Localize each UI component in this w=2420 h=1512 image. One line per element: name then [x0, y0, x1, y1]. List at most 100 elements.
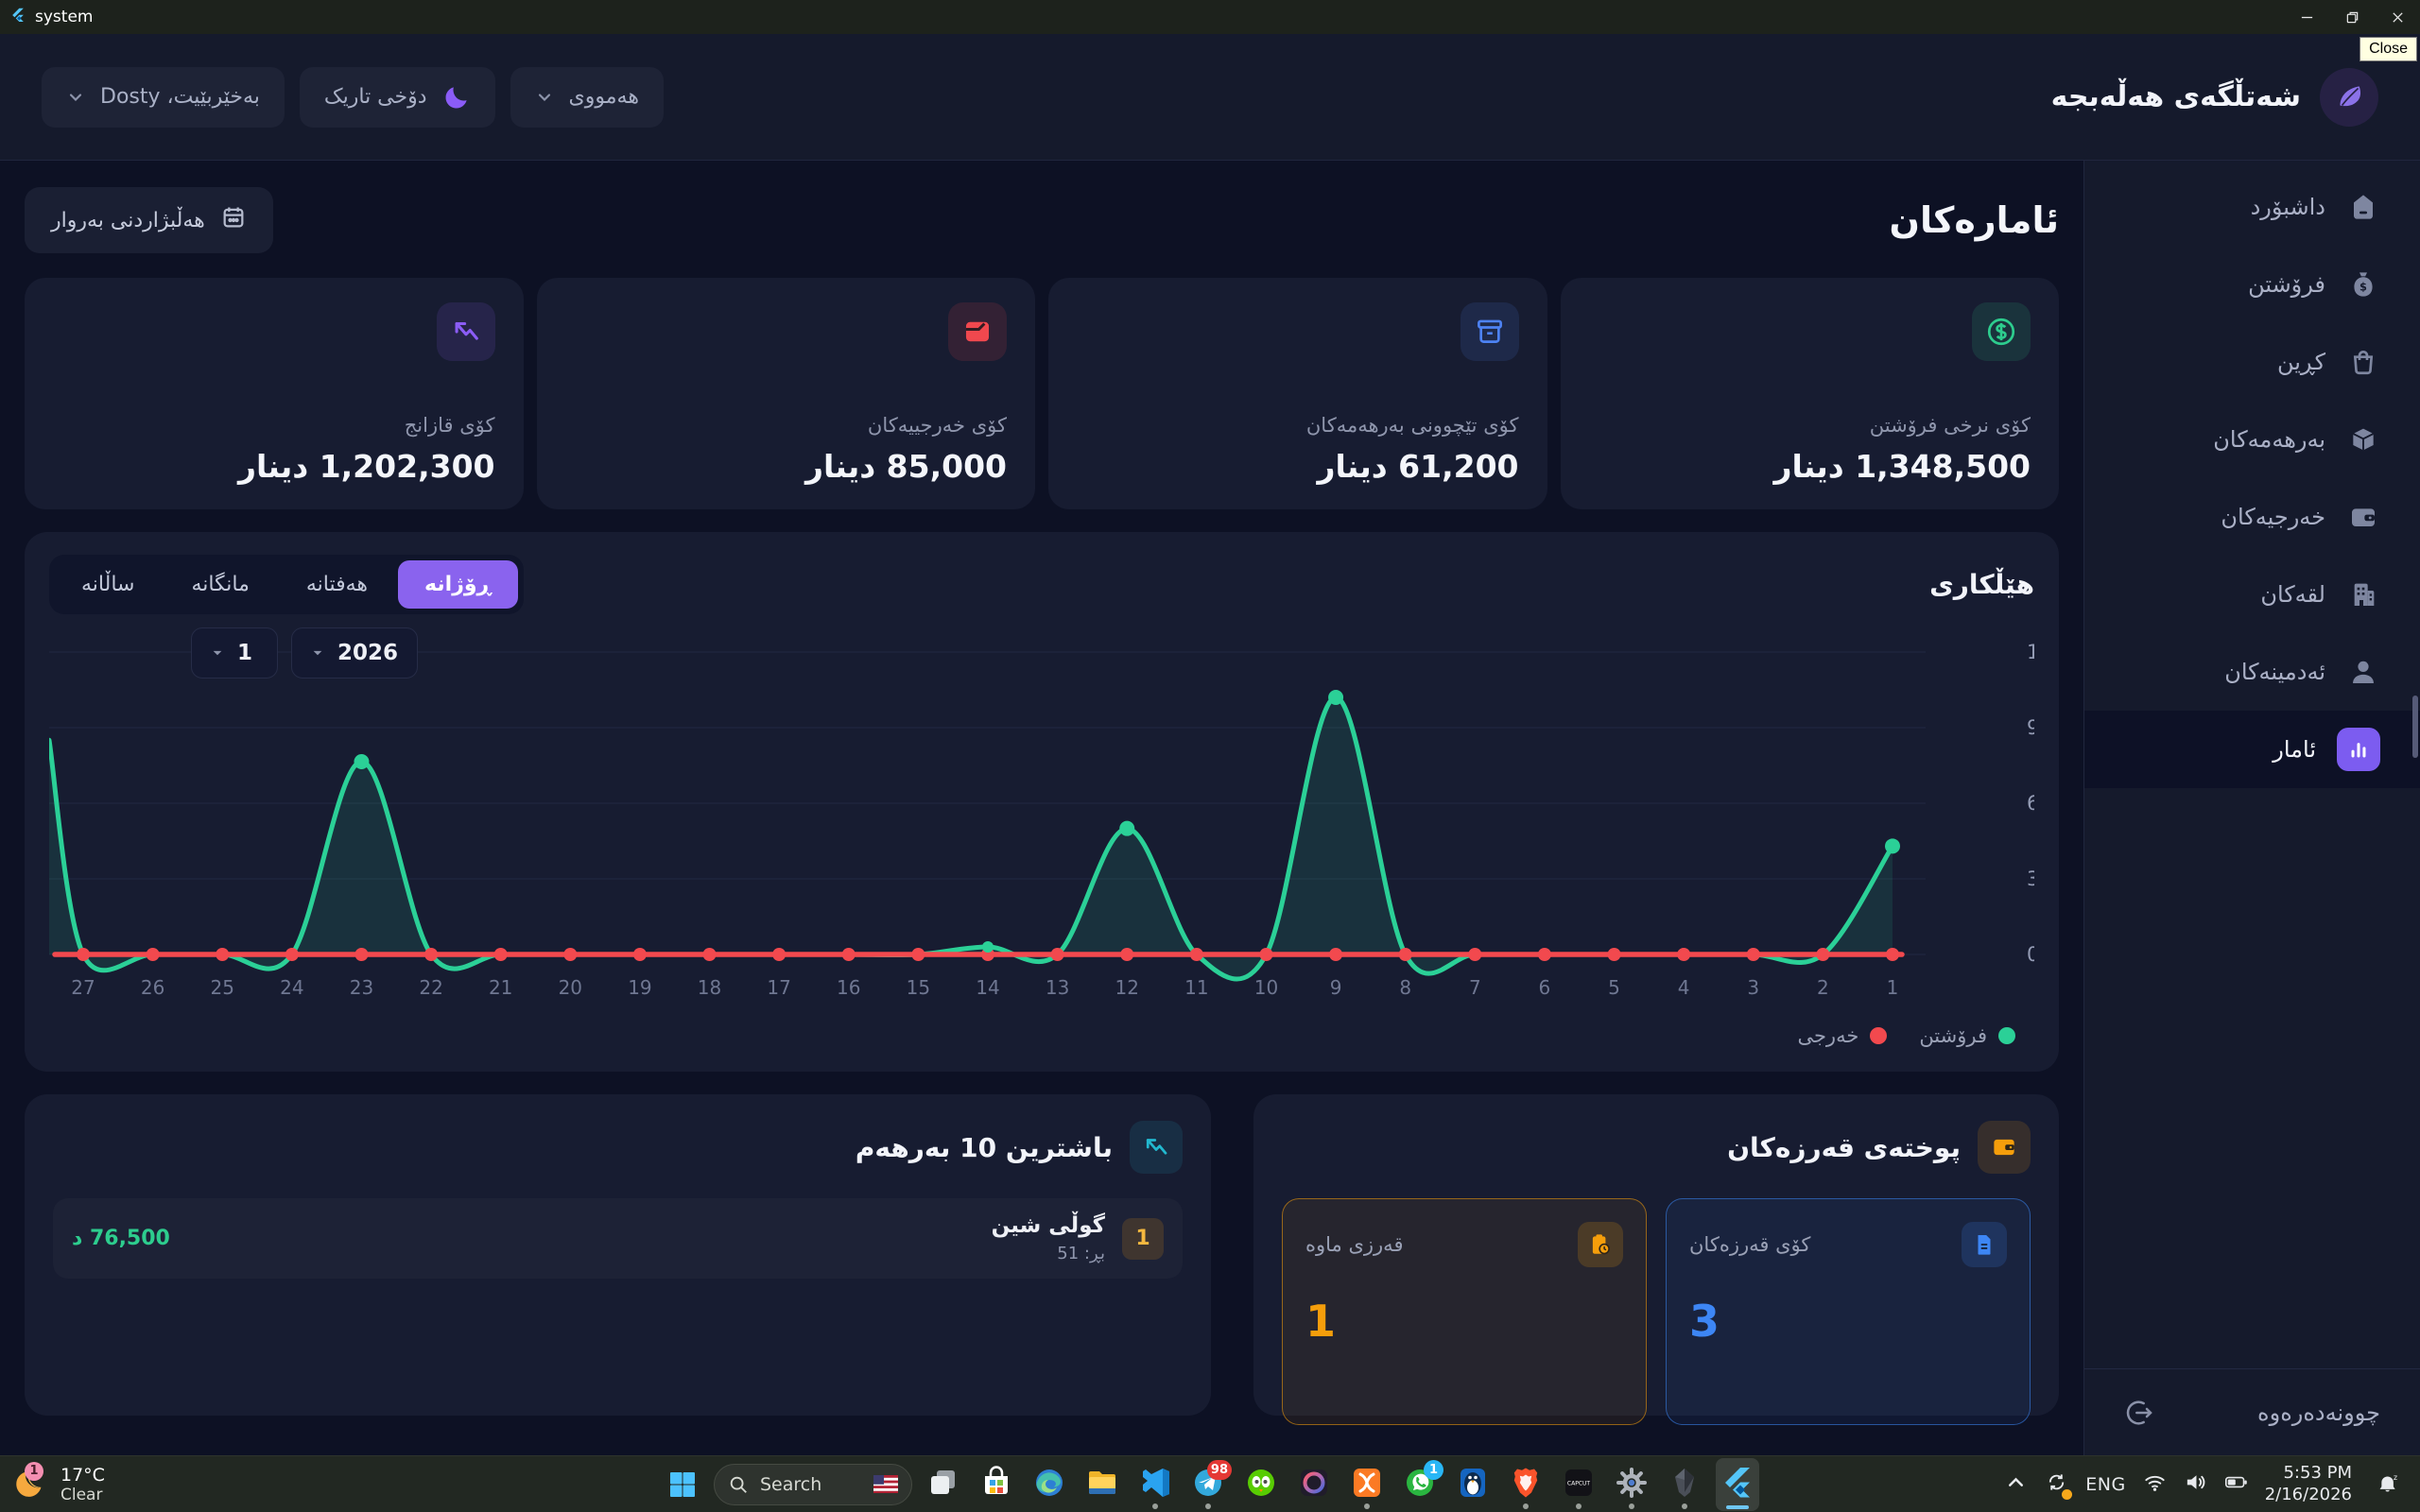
maximize-button[interactable]: [2329, 0, 2375, 34]
notification-bell-icon[interactable]: z: [2369, 1466, 2407, 1503]
taskbar-app-brave[interactable]: [1504, 1458, 1547, 1511]
start-button[interactable]: [661, 1458, 704, 1511]
chevron-down-icon: [535, 88, 554, 107]
clock[interactable]: 5:53 PM 2/16/2026: [2265, 1463, 2352, 1505]
svg-text:9: 9: [1330, 976, 1342, 999]
capcut-icon: CAPCUT: [1560, 1464, 1598, 1505]
branch-filter-label: هەمووی: [568, 85, 639, 109]
user-menu-label: بەخێربێیت، Dosty: [100, 85, 260, 109]
svg-text:z: z: [2393, 1473, 2396, 1482]
update-sync-icon[interactable]: [2045, 1470, 2073, 1500]
taskbar-app-duolingo[interactable]: [1239, 1458, 1283, 1511]
sidebar-item-wallet[interactable]: خەرجیەکان: [2084, 478, 2420, 556]
svg-text:21: 21: [489, 976, 512, 999]
svg-text:3: 3: [1747, 976, 1759, 999]
notification-badge: 1: [1424, 1459, 1443, 1480]
taskbar-app-shield-app[interactable]: [1663, 1458, 1706, 1511]
taskbar-app-penguin-app[interactable]: [1451, 1458, 1495, 1511]
sidebar-item-user[interactable]: ئەدمینەکان: [2084, 633, 2420, 711]
dark-mode-toggle[interactable]: دۆخی تاریک: [299, 66, 495, 128]
taskbar-app-xampp[interactable]: [1345, 1458, 1389, 1511]
os-titlebar: system: [0, 0, 2420, 34]
svg-text:8: 8: [1399, 976, 1411, 999]
taskbar-app-edge[interactable]: [1028, 1458, 1071, 1511]
taskbar-app-flutter[interactable]: [1716, 1457, 1759, 1511]
taskbar-app-capcut[interactable]: CAPCUT: [1557, 1458, 1600, 1511]
taskbar-search[interactable]: Search: [714, 1463, 912, 1505]
year-select[interactable]: 2026: [291, 627, 419, 679]
penguin-app-icon: [1454, 1464, 1492, 1505]
moon-weather-icon: [13, 1471, 49, 1505]
tab-period[interactable]: ساڵانە: [81, 573, 135, 596]
bottom-row: پوختەی قەرزەکان کۆی قەرزەکان 3 قەرزی ماو…: [25, 1094, 2059, 1425]
branch-filter-dropdown[interactable]: هەمووی: [510, 66, 664, 128]
svg-text:120,000: 120,000: [2027, 641, 2034, 663]
running-indicator: [1205, 1503, 1211, 1509]
svg-text:30,000: 30,000: [2027, 868, 2034, 890]
taskbar-app-settings[interactable]: [1610, 1458, 1653, 1511]
svg-text:13: 13: [1046, 976, 1069, 999]
svg-text:10: 10: [1254, 976, 1278, 999]
svg-text:14: 14: [976, 976, 999, 999]
legend-dot: [1998, 1027, 2015, 1044]
weather-temp: 17°C: [60, 1464, 105, 1486]
debts-title: پوختەی قەرزەکان: [1727, 1131, 1961, 1163]
taskbar-app-adobe-creative-cloud[interactable]: [1292, 1458, 1336, 1511]
stats-row: کۆی نرخی فرۆشتن 1,348,500 دینار کۆی تێچو…: [25, 278, 2059, 509]
stat-label: کۆی نرخی فرۆشتن: [1869, 414, 2031, 437]
svg-text:4: 4: [1678, 976, 1690, 999]
weather-widget[interactable]: 1 17°C Clear: [0, 1461, 105, 1505]
tab-period[interactable]: هەفتانە: [305, 573, 369, 596]
tab-period[interactable]: مانگانە: [191, 573, 250, 596]
shopping-bag-icon: [2346, 345, 2380, 379]
sidebar-item-building[interactable]: لقەکان: [2084, 556, 2420, 633]
sidebar-item-products-box[interactable]: بەرهەمەکان: [2084, 401, 2420, 478]
taskbar-app-file-explorer[interactable]: [1080, 1458, 1124, 1511]
sidebar-item-money-bag[interactable]: $ فرۆشتن: [2084, 246, 2420, 323]
volume-icon[interactable]: [2184, 1470, 2207, 1498]
svg-text:27: 27: [71, 976, 95, 999]
stat-label: کۆی قازانج: [404, 414, 495, 437]
wifi-icon[interactable]: [2143, 1470, 2167, 1498]
taskbar-app-microsoft-store[interactable]: [975, 1458, 1018, 1511]
edge-icon: [1030, 1464, 1068, 1505]
stat-value: 1,348,500 دینار: [1773, 448, 2031, 485]
input-language[interactable]: ENG: [2085, 1473, 2126, 1495]
taskbar-app-task-view[interactable]: [922, 1458, 965, 1511]
user-menu-button[interactable]: بەخێربێیت، Dosty: [42, 66, 285, 128]
sidebar-item-home[interactable]: داشبۆرد: [2084, 168, 2420, 246]
tray-chevron-up-icon[interactable]: [2004, 1470, 2028, 1498]
legend-label: فرۆشتن: [1919, 1024, 1987, 1047]
legend-item: خەرجی: [1797, 1024, 1888, 1047]
svg-text:0: 0: [2027, 943, 2034, 966]
taskbar-app-telegram[interactable]: 98: [1186, 1458, 1232, 1511]
minimize-button[interactable]: [2284, 0, 2329, 34]
taskbar-app-vscode[interactable]: [1133, 1458, 1177, 1511]
sidebar-item-bar-chart[interactable]: ئامار: [2084, 711, 2420, 788]
date-picker-button[interactable]: هەڵبژاردنی بەروار: [25, 187, 273, 253]
svg-text:20: 20: [559, 976, 582, 999]
notification-badge: 98: [1206, 1459, 1232, 1480]
close-button[interactable]: [2375, 0, 2420, 34]
sidebar-item-shopping-bag[interactable]: کڕین: [2084, 323, 2420, 401]
sidebar: داشبۆرد $ فرۆشتن کڕین بەرهەمەکان خەرجیەکا…: [2083, 161, 2420, 1455]
running-indicator: [1726, 1504, 1749, 1509]
sidebar-item-label: فرۆشتن: [2248, 271, 2325, 298]
page-title: ئامارەکان: [1889, 199, 2059, 241]
battery-icon[interactable]: [2224, 1470, 2248, 1498]
app-header: شەتڵگەی هەڵەبجە بەخێربێیت، Dosty دۆخی تا…: [0, 34, 2420, 161]
logout-button[interactable]: چوونەدەرەوە: [2084, 1368, 2420, 1455]
svg-text:7: 7: [1469, 976, 1481, 999]
settings-icon: [1613, 1464, 1651, 1505]
taskbar-app-whatsapp[interactable]: 1: [1398, 1458, 1443, 1511]
top-product-row[interactable]: 1 گوڵی شین بڕ: 51 76,500 د: [53, 1198, 1183, 1279]
month-select[interactable]: 1: [191, 627, 278, 679]
file-explorer-icon: [1083, 1464, 1121, 1505]
shield-app-icon: [1666, 1464, 1703, 1505]
search-placeholder: Search: [760, 1473, 822, 1495]
window-scrollbar[interactable]: [2412, 34, 2418, 1455]
money-bag-icon: $: [2346, 267, 2380, 301]
date-picker-label: هەڵبژاردنی بەروار: [51, 208, 205, 232]
clipboard-clock-icon: [1578, 1222, 1623, 1267]
tab-active-period[interactable]: ڕۆژانە: [398, 560, 518, 609]
